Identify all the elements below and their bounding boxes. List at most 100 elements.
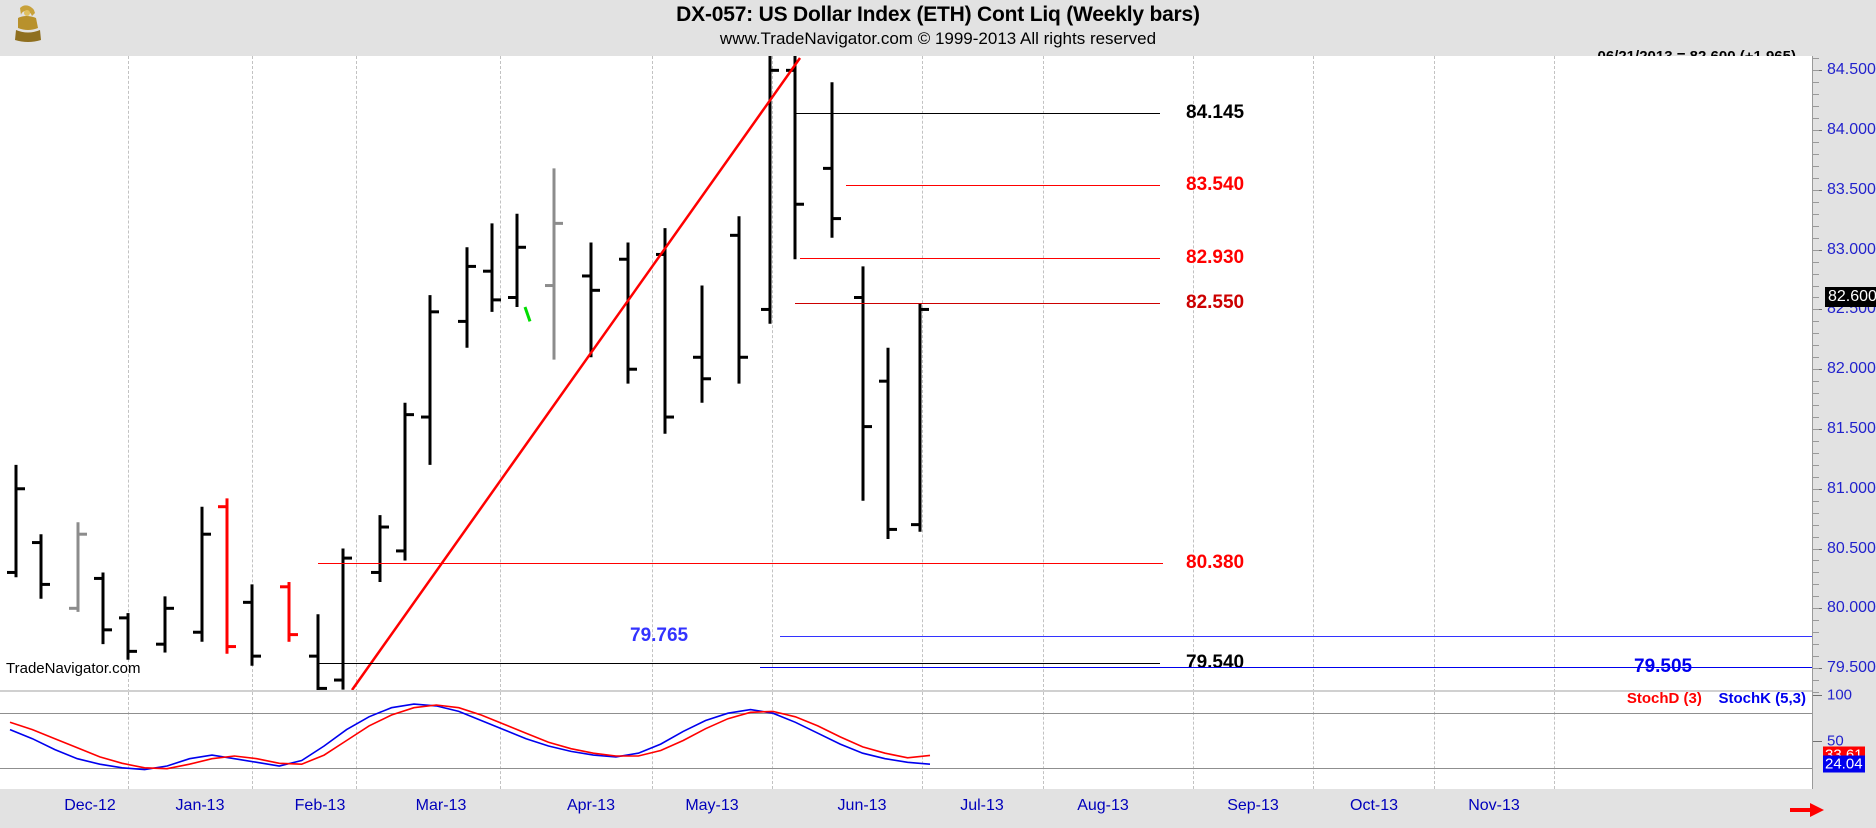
gridline-vertical: [1313, 56, 1314, 692]
axis-minor-tick: [1813, 632, 1819, 634]
header-band: [0, 0, 1876, 56]
axis-minor-tick: [1813, 644, 1819, 646]
ohlc-bar: [421, 295, 439, 465]
gridline-vertical: [1434, 692, 1435, 789]
date-axis-label: Mar-13: [415, 797, 467, 814]
axis-minor-tick: [1813, 345, 1819, 347]
ohlc-bar: [193, 506, 211, 642]
axis-minor-tick: [1813, 309, 1819, 311]
axis-minor-tick: [1813, 249, 1819, 251]
date-axis-label: Jul-13: [960, 797, 1004, 814]
gridline-vertical: [500, 56, 501, 692]
axis-minor-tick: [1813, 560, 1819, 562]
support-79-540-line[interactable]: [318, 663, 1160, 665]
price-axis-label: 84.000: [1827, 121, 1876, 139]
axis-minor-tick: [1813, 584, 1819, 586]
axis-minor-tick: [1813, 118, 1819, 120]
resistance-82-930-label: 82.930: [1186, 247, 1245, 269]
date-axis[interactable]: Dec-12 Jan-13 Feb-13 Mar-13 Apr-13 May-13 Jun-…: [0, 789, 1876, 828]
axis-minor-tick: [1813, 142, 1819, 144]
axis-minor-tick: [1813, 536, 1819, 538]
ohlc-bar: [7, 464, 25, 578]
watermark-label: TradeNavigator.com: [6, 660, 141, 677]
axis-minor-tick: [1813, 369, 1819, 371]
stochd-legend-label: StochD (3): [1626, 690, 1702, 707]
price-axis-label: 81.500: [1827, 419, 1876, 437]
price-axis-label: 80.500: [1827, 539, 1876, 557]
axis-minor-tick: [1813, 285, 1819, 287]
axis-minor-tick: [1813, 58, 1819, 60]
ohlc-bar: [619, 242, 637, 384]
axis-minor-tick: [1813, 82, 1819, 84]
axis-minor-tick: [1813, 668, 1819, 670]
axis-minor-tick: [1813, 488, 1819, 490]
copyright-subtitle: www.TradeNavigator.com © 1999-2013 All r…: [719, 29, 1157, 48]
resistance-84-145-line[interactable]: [795, 112, 1160, 114]
price-axis[interactable]: 84.500 84.000 83.500 83.000 82.500 82.000 81.5…: [1812, 56, 1876, 789]
stochastic-legend: StochD (3) StochK (5,3): [1627, 690, 1806, 707]
gridline-vertical: [356, 56, 357, 692]
ohlc-bar: [218, 498, 236, 654]
gridline-vertical: [128, 56, 129, 692]
trader-statue-icon: [15, 5, 41, 42]
price-chart-pane[interactable]: 84.145 83.540 82.930 82.550 80.380 79.765 79.5…: [0, 56, 1813, 692]
axis-minor-tick: [1813, 165, 1819, 167]
axis-minor-tick: [1813, 608, 1819, 610]
ohlc-bar: [243, 584, 261, 666]
support-80-380-line[interactable]: [318, 562, 1163, 564]
price-axis-label: 82.000: [1827, 360, 1876, 378]
gridline-vertical: [252, 56, 253, 692]
ohlc-bar: [32, 534, 50, 599]
axis-minor-tick: [1813, 692, 1819, 693]
ohlc-bar: [94, 572, 112, 645]
ohlc-bar: [396, 402, 414, 561]
ohlc-bar: [309, 614, 327, 692]
ohlc-bar: [911, 303, 929, 532]
stochastic-lines-layer: [9, 703, 931, 771]
ohlc-bar: [156, 596, 174, 653]
axis-minor-tick: [1813, 177, 1819, 179]
gridline-vertical: [1043, 692, 1044, 789]
resistance-82-550-line[interactable]: [795, 303, 1160, 305]
scroll-forward-arrow-shaft[interactable]: [1790, 808, 1812, 812]
stochastic-pane[interactable]: StochD (3) StochK (5,3): [0, 690, 1813, 789]
date-axis-label: Oct-13: [1349, 797, 1399, 814]
date-axis-label: Jan-13: [175, 797, 225, 814]
axis-minor-tick: [1813, 70, 1819, 72]
gridline-vertical: [922, 56, 923, 692]
stochastic-axis-label: 100: [1827, 686, 1853, 704]
ohlc-bar: [693, 285, 711, 403]
date-axis-label: Aug-13: [1077, 797, 1129, 814]
axis-minor-tick: [1813, 620, 1819, 622]
ohlc-bar: [854, 266, 872, 501]
support-79-765-line[interactable]: [780, 636, 1812, 638]
scroll-forward-arrow-icon[interactable]: [1810, 803, 1824, 817]
support-79-505-line[interactable]: [760, 667, 1812, 669]
gridline-vertical: [1193, 692, 1194, 789]
ohlc-bar: [545, 168, 563, 360]
axis-minor-tick: [1813, 464, 1819, 466]
gridline-vertical: [252, 692, 253, 789]
axis-minor-tick: [1813, 297, 1819, 299]
date-axis-label: Sep-13: [1227, 797, 1279, 814]
price-axis-label: 84.500: [1827, 61, 1876, 79]
gridline-vertical: [500, 692, 501, 789]
ohlc-bar: [483, 223, 501, 312]
gridline-vertical: [652, 692, 653, 789]
resistance-82-550-label: 82.550: [1186, 292, 1245, 314]
axis-minor-tick: [1813, 106, 1819, 108]
axis-minor-tick: [1813, 405, 1819, 407]
axis-minor-tick: [1813, 381, 1819, 383]
resistance-82-930-line[interactable]: [800, 258, 1160, 260]
stochastic-axis-label: 50: [1827, 732, 1844, 749]
ohlc-bar: [458, 247, 476, 348]
gridline-vertical: [1193, 56, 1194, 692]
rising-trendline: [350, 57, 802, 691]
gridline-vertical: [1554, 692, 1555, 789]
resistance-83-540-line[interactable]: [846, 185, 1160, 187]
resistance-83-540-label: 83.540: [1186, 174, 1245, 196]
gridline-vertical: [772, 692, 773, 789]
ohlc-bar: [730, 216, 748, 384]
stochastic-axis-tick: [1813, 740, 1822, 742]
date-axis-label: May-13: [685, 797, 739, 814]
